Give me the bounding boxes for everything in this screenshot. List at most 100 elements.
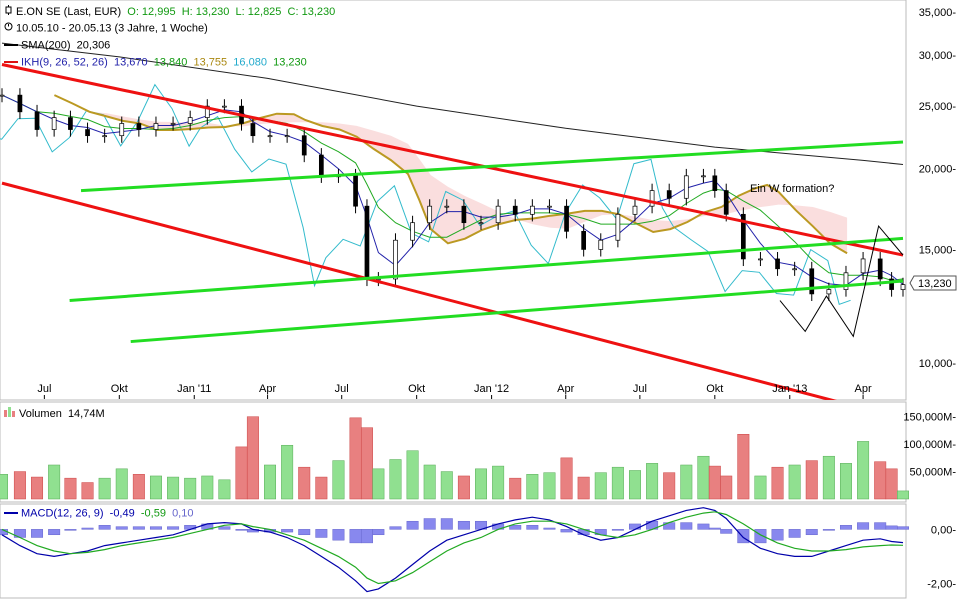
macd-hist-bar	[788, 529, 801, 538]
candle-body	[860, 258, 866, 274]
macd-hist-bar	[857, 522, 870, 530]
macd-hist-bar	[64, 529, 77, 531]
macd-hist-bar	[720, 529, 733, 534]
green-trendline	[130, 279, 904, 344]
ikh-senkou-a-value: 13,755	[193, 56, 228, 69]
volume-bar	[560, 457, 573, 500]
calendar-icon	[4, 22, 13, 35]
green-trendline	[80, 140, 904, 193]
macd-hist-bar	[235, 529, 248, 531]
volume-bar	[298, 466, 311, 500]
date-tick-label: Okt	[706, 383, 723, 395]
macd-hist-bar	[281, 529, 294, 533]
ichimoku-cloud	[54, 95, 848, 254]
volume-bar	[218, 479, 231, 500]
w-pattern-drawing	[779, 225, 904, 338]
macd-hist-bar	[526, 525, 539, 530]
candle-body	[284, 135, 290, 138]
macd-hist-bar	[218, 526, 231, 530]
candle-body	[85, 129, 90, 137]
volume-bar	[167, 476, 180, 500]
candle-body	[478, 222, 484, 225]
volume-bar	[492, 465, 505, 500]
candle-body	[649, 190, 655, 207]
volume-bar	[115, 468, 128, 500]
volume-axis: 50,000M- 100,000M- 150,000M-	[903, 412, 956, 479]
price-tick-label: 25,000-	[919, 101, 957, 113]
candle-body	[758, 258, 763, 261]
date-tick-label: Apr	[259, 383, 276, 395]
candle-body	[393, 239, 398, 280]
macd-hist-bar	[509, 525, 522, 530]
volume-bar	[822, 455, 835, 500]
volume-bar	[874, 461, 887, 500]
volume-bar	[771, 466, 784, 500]
macd-hist-value: 0,10	[172, 507, 194, 520]
candle-body	[68, 117, 73, 130]
instrument-name: E.ON SE (Last, EUR)	[16, 5, 122, 18]
date-tick-label: Jan '12	[474, 383, 509, 395]
price-panel-frame	[0, 0, 907, 401]
sma-legend: SMA(200) 20,306	[4, 39, 110, 52]
macd-hist-bar	[98, 525, 111, 530]
volume-bar	[48, 464, 61, 500]
macd-hist-bar	[81, 527, 94, 530]
candle-body	[826, 289, 832, 295]
volume-bar	[457, 475, 470, 500]
volume-bar	[406, 450, 419, 500]
macd-label: MACD(12, 26, 9)	[21, 507, 104, 520]
candle-body	[723, 190, 729, 215]
volume-bar	[81, 482, 94, 500]
candle-body	[427, 205, 433, 224]
kijun-line	[1, 94, 904, 281]
macd-panel-frame	[0, 503, 907, 599]
sma-value: 20,306	[76, 39, 111, 52]
macd-hist-bar	[560, 529, 573, 533]
candle-body	[222, 105, 227, 108]
macd-hist-bar	[754, 529, 767, 544]
ikh-chikou-value: 13,230	[273, 56, 307, 69]
candle-body	[170, 123, 176, 125]
macd-hist-bar	[31, 529, 44, 538]
candle-body	[666, 190, 672, 199]
volume-bar	[423, 464, 436, 500]
candle-body	[809, 268, 815, 295]
macd-axis: 0,00- -2,00-	[927, 524, 956, 590]
candle-body	[547, 205, 552, 208]
macd-hist-bar	[628, 523, 641, 530]
price-tick-label: 35,000-	[919, 7, 957, 19]
sma-line-icon	[4, 39, 18, 52]
macd-value: -0,49	[109, 507, 135, 520]
date-tick-label: Jul	[335, 383, 349, 395]
chikou-line	[0, 83, 851, 305]
candle-body	[187, 117, 193, 124]
macd-hist-bar	[897, 526, 909, 530]
macd-hist-bar	[697, 523, 710, 530]
candle-body	[301, 135, 307, 156]
date-tick-label: Jan '11	[177, 383, 211, 395]
macd-hist-bar	[372, 529, 385, 536]
w-formation-annotation: Ein W formation?	[750, 183, 834, 195]
volume-bar	[31, 476, 44, 500]
macd-line	[1, 507, 904, 593]
volume-bar	[885, 468, 898, 500]
volume-bar	[13, 471, 26, 500]
candle-body	[102, 135, 107, 138]
candle-body	[364, 205, 370, 280]
volume-bar	[149, 475, 162, 500]
macd-legend: MACD(12, 26, 9) -0,49 -0,59 0,10	[4, 507, 193, 520]
ikh-kijun-value: 13,840	[153, 56, 188, 69]
candle-body	[136, 123, 142, 130]
candle-body	[701, 175, 706, 178]
macd-hist-bar	[360, 529, 373, 544]
macd-hist-bar	[315, 529, 328, 538]
candle-body	[410, 222, 415, 241]
candle-body	[529, 205, 535, 215]
price-axis: 10,000- 15,000- 20,000- 25,000- 30,000- 35,00…	[919, 7, 957, 370]
volume-bar	[440, 471, 453, 500]
macd-hist-bar	[115, 526, 128, 530]
volume-bar	[264, 464, 277, 500]
macd-hist-bar	[423, 518, 436, 530]
candle-body	[598, 239, 604, 250]
